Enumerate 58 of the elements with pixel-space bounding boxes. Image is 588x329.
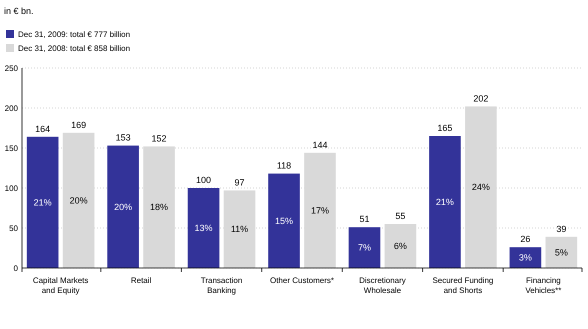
bar: [143, 146, 175, 268]
data-label: 165: [437, 123, 452, 133]
annotation: 6%: [394, 241, 407, 251]
x-tick-label: Capital Markets and Equity: [32, 276, 88, 295]
bar: [268, 174, 300, 268]
annotation: 21%: [34, 197, 52, 208]
annotation: 13%: [194, 223, 213, 233]
bar: [546, 236, 578, 268]
bar: [224, 190, 256, 268]
bar: [348, 227, 380, 268]
bar: [465, 106, 497, 268]
annotation: 17%: [310, 205, 329, 216]
y-tick-label: 200: [4, 104, 19, 113]
y-tick-label: 150: [4, 144, 19, 153]
x-tick-label: Secured Funding and Shorts: [432, 276, 494, 295]
data-label: 26: [520, 234, 530, 244]
data-label: 169: [71, 120, 86, 130]
annotation: 7%: [358, 242, 371, 253]
annotation: 18%: [150, 202, 168, 212]
data-label: 51: [359, 214, 370, 224]
bar: [304, 152, 336, 268]
x-tick-label: Discretionary Wholesale: [359, 276, 406, 295]
bar: [384, 224, 416, 268]
annotation: 20%: [70, 195, 88, 206]
data-label: 55: [395, 211, 406, 221]
annotation: 20%: [114, 202, 132, 212]
data-label: 153: [116, 132, 131, 143]
bar: [429, 136, 461, 268]
y-tick-label: 50: [9, 224, 19, 233]
annotation: 3%: [518, 252, 532, 263]
y-tick-label: 0: [14, 264, 19, 273]
annotation: 15%: [275, 216, 294, 226]
x-tick-label: Financing Vehicles**: [525, 276, 562, 295]
legend-label: Dec 31, 2009: total € 777 billion: [18, 30, 130, 39]
data-label: 164: [35, 124, 50, 134]
x-tick-label: Transaction Banking: [200, 276, 242, 295]
bar: [62, 132, 94, 268]
bar: [510, 247, 542, 268]
data-label: 202: [473, 93, 488, 104]
annotation: 21%: [436, 197, 454, 207]
data-label: 97: [234, 177, 245, 188]
data-label: 100: [196, 175, 212, 185]
bar: [188, 188, 220, 268]
data-label: 39: [556, 224, 566, 234]
annotation: 24%: [472, 182, 490, 192]
y-tick-label: 100: [4, 184, 19, 193]
bar: [26, 136, 58, 268]
y-tick-label: 250: [4, 64, 19, 73]
x-tick-label: Retail: [130, 276, 152, 285]
data-label: 118: [276, 160, 292, 171]
bar: [107, 146, 139, 268]
legend-label: Dec 31, 2008: total € 858 billion: [18, 44, 130, 53]
annotation: 5%: [554, 247, 568, 258]
data-label: 152: [152, 133, 167, 144]
data-label: 144: [312, 140, 328, 150]
x-tick-label: Other Customers*: [270, 276, 334, 285]
annotation: 11%: [230, 224, 248, 234]
text: in € bn.: [4, 6, 34, 16]
